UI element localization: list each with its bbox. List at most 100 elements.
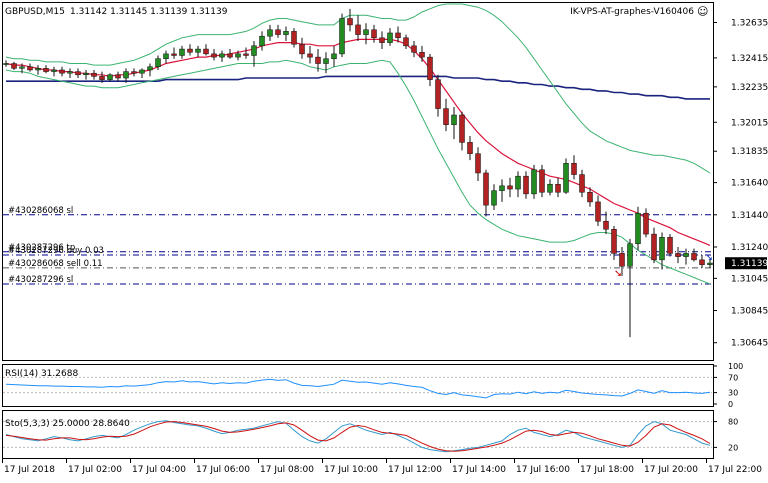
rsi-level-label: 100 <box>728 362 743 371</box>
candle-body <box>148 67 153 70</box>
time-label: 17 Jul 08:00 <box>260 465 314 475</box>
candle-body <box>380 38 385 43</box>
time-label: 17 Jul 16:00 <box>516 465 570 475</box>
candle-body <box>444 109 449 125</box>
candle-body <box>620 253 625 266</box>
candle-body <box>28 67 33 70</box>
rsi-panel-frame <box>3 365 714 407</box>
order-line-label: #430286068 sl <box>8 206 73 216</box>
candle-body <box>252 46 257 56</box>
candle-body <box>700 260 705 265</box>
candle-body <box>76 72 81 75</box>
time-label: 17 Jul 10:00 <box>324 465 378 475</box>
candle-body <box>356 25 361 35</box>
smiley-icon[interactable]: ☺ <box>697 5 708 18</box>
candle-body <box>492 191 497 205</box>
candle-body <box>684 253 689 256</box>
price-tick-label: 1.30845 <box>731 307 768 317</box>
time-label: 17 Jul 14:00 <box>452 465 506 475</box>
candle-body <box>508 186 513 189</box>
time-label: 17 Jul 22:00 <box>708 465 762 475</box>
candle-body <box>668 237 673 253</box>
candle-body <box>124 72 129 78</box>
time-label: 17 Jul 06:00 <box>196 465 250 475</box>
expert-label: IK-VPS-AT-graphes-V160406 <box>570 7 694 17</box>
candle-body <box>236 54 241 57</box>
price-tick-label: 1.31240 <box>731 243 768 253</box>
candle-body <box>284 31 289 34</box>
sell-arrow-icon: ➘ <box>614 269 622 280</box>
stochastic-level-label: 80 <box>728 418 738 427</box>
rsi-line <box>6 379 710 398</box>
candle-body <box>116 75 121 78</box>
price-tick-label: 1.32015 <box>731 118 768 128</box>
candle-body <box>204 49 209 54</box>
candle-body <box>604 221 609 229</box>
price-axis[interactable]: 1.326351.324151.322351.320151.318351.316… <box>713 2 768 361</box>
ohlc-values: 1.31142 1.31145 1.31139 1.31139 <box>70 7 228 17</box>
rsi-label: RSI(14) 31.2688 <box>5 369 78 379</box>
candle-body <box>20 67 25 69</box>
order-line-label: #430287296 sl <box>8 275 73 285</box>
candle-body <box>644 213 649 234</box>
candle-body <box>612 229 617 253</box>
candle-body <box>244 54 249 56</box>
candle-body <box>44 68 49 71</box>
candle-body <box>372 30 377 38</box>
candle-body <box>292 31 297 44</box>
candle-body <box>84 73 89 75</box>
candle-body <box>276 30 281 35</box>
candle-body <box>308 54 313 57</box>
price-tick-label: 1.31045 <box>731 274 768 284</box>
candle-body <box>196 49 201 52</box>
candle-body <box>636 213 641 244</box>
candle-body <box>92 73 97 76</box>
candle-body <box>316 57 321 63</box>
candle-body <box>484 173 489 205</box>
time-label: 17 Jul 02:00 <box>68 465 122 475</box>
candle-body <box>412 46 417 52</box>
candle-body <box>52 70 57 72</box>
band-lower-line <box>6 60 710 284</box>
candle-body <box>268 30 273 36</box>
price-panel-frame <box>3 3 714 361</box>
candle-body <box>596 202 601 221</box>
candle-body <box>388 33 393 43</box>
stochastic-label: Sto(5,3,3) 25.0000 28.8640 <box>5 419 130 429</box>
candle-body <box>588 192 593 202</box>
candle-body <box>36 68 41 70</box>
time-label: 17 Jul 20:00 <box>644 465 698 475</box>
indicator-overlays <box>6 4 710 284</box>
candle-body <box>188 49 193 52</box>
candle-body <box>580 175 585 193</box>
candle-body <box>156 59 161 67</box>
price-panel[interactable]: #430286068 sl#430287296 tp#430287296 buy… <box>3 2 768 361</box>
candle-body <box>212 54 217 57</box>
price-tick-label: 1.31640 <box>731 179 768 189</box>
candle-body <box>476 154 481 173</box>
candle-body <box>300 44 305 54</box>
candle-body <box>396 33 401 38</box>
time-label: 17 Jul 18:00 <box>580 465 634 475</box>
candle-body <box>628 244 633 267</box>
price-tick-label: 1.30645 <box>731 339 768 349</box>
buy-arrow-icon: ➘ <box>705 253 713 264</box>
candle-body <box>460 115 465 142</box>
candle-body <box>140 70 145 73</box>
time-label: 17 Jul 04:00 <box>132 465 186 475</box>
candle-body <box>132 72 137 74</box>
order-line-label: #430286068 sell 0.11 <box>8 259 103 269</box>
candle-body <box>260 36 265 46</box>
candle-body <box>404 38 409 46</box>
candle-body <box>548 184 553 192</box>
price-tick-label: 1.32635 <box>731 19 768 29</box>
candle-body <box>540 170 545 193</box>
time-label: 17 Jul 12:00 <box>388 465 442 475</box>
